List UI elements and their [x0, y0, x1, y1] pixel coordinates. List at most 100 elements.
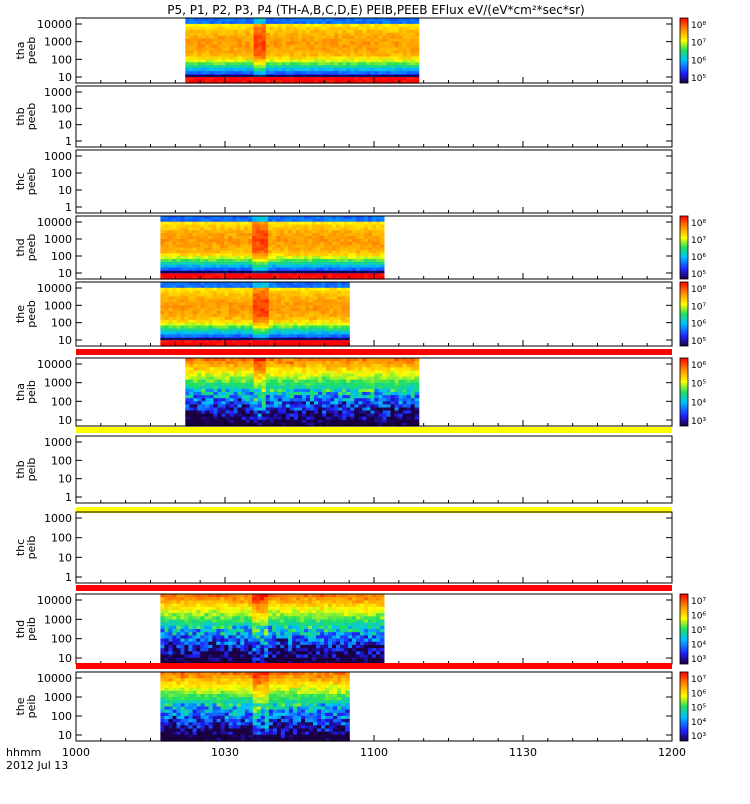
y-tick-label: 1000 — [44, 86, 72, 99]
spectrogram-cell — [329, 297, 334, 301]
y-tick-label: 10 — [58, 267, 72, 280]
colorbar-tick-label: 10⁷ — [691, 302, 706, 312]
spectrogram-cell — [181, 297, 186, 301]
spectrogram-cell — [305, 329, 310, 333]
spectrogram-cell — [325, 297, 330, 301]
y-tick-label: 1000 — [44, 233, 72, 246]
colorbar-tick-label: 10⁵ — [691, 270, 706, 280]
y-tick-label: 10 — [58, 334, 72, 347]
spectrogram-cell — [285, 329, 290, 333]
panel-frame — [76, 150, 672, 213]
y-axis-label: peeb — [25, 168, 38, 196]
spectrogram-cell — [253, 297, 258, 301]
spectrogram-cell — [253, 329, 258, 333]
spectrogram-cell — [209, 329, 214, 333]
y-tick-label: 10 — [58, 71, 72, 84]
spectrogram-cell — [281, 297, 286, 301]
colorbar-tick-label: 10⁵ — [691, 337, 706, 347]
y-tick-label: 1 — [65, 135, 72, 148]
spectrogram-cell — [269, 297, 274, 301]
y-tick-label: 100 — [51, 250, 72, 263]
spectrogram-cell — [289, 329, 294, 333]
spectrogram-cell — [185, 297, 190, 301]
spectrogram-cell — [249, 297, 254, 301]
spectrogram-cell — [181, 329, 186, 333]
spectrogram-cell — [345, 297, 350, 301]
spectrogram-cell — [221, 329, 226, 333]
spectrogram-cell — [169, 329, 174, 333]
spectrogram-cell — [337, 329, 342, 333]
spectrogram-cell — [217, 329, 222, 333]
spectrogram-cell — [261, 297, 266, 301]
spectrogram-cell — [241, 329, 246, 333]
spectrogram-cell — [341, 297, 346, 301]
spectrogram-cell — [305, 297, 310, 301]
spectrogram-cell — [169, 297, 174, 301]
colorbar-tick-label: 10⁵ — [691, 74, 706, 84]
colorbar-tick-label: 10⁸ — [691, 21, 706, 31]
spectrogram-cell — [313, 329, 318, 333]
spectrogram-cell — [213, 329, 218, 333]
spectrogram-cell — [261, 329, 266, 333]
y-tick-label: 100 — [51, 53, 72, 66]
colorbar — [680, 18, 688, 83]
spectrogram-cell — [221, 297, 226, 301]
spectrogram-cell — [301, 297, 306, 301]
colorbar-tick-label: 10⁷ — [691, 236, 706, 246]
spectrogram-cell — [177, 329, 182, 333]
spectrogram-cell — [189, 329, 194, 333]
spectrogram-cell — [289, 297, 294, 301]
y-axis-label: peeb — [25, 103, 38, 131]
spectrogram-cell — [273, 329, 278, 333]
spectrogram-cell — [309, 297, 314, 301]
spectrogram-cell — [205, 297, 210, 301]
spectrogram-cell — [337, 297, 342, 301]
status-flag-bar — [76, 349, 672, 355]
spectrogram-cell — [325, 329, 330, 333]
spectrogram-cell — [164, 297, 169, 301]
y-tick-label: 10000 — [37, 18, 72, 31]
spectrogram-cell — [333, 297, 338, 301]
y-axis-label: peeb — [25, 37, 38, 65]
spectrogram-cell — [233, 329, 238, 333]
spectrogram-cell — [293, 329, 298, 333]
spectrogram-cell — [281, 329, 286, 333]
y-tick-label: 10000 — [37, 216, 72, 229]
panel-frame — [76, 86, 672, 147]
y-tick-label: 1 — [65, 201, 72, 214]
spectrogram-cell — [241, 297, 246, 301]
spectrogram-cell — [160, 329, 165, 333]
spectrogram-cell — [209, 297, 214, 301]
spectrogram-cell — [160, 297, 165, 301]
spectrogram-cell — [297, 329, 302, 333]
spectrogram-cell — [329, 329, 334, 333]
y-tick-label: 10 — [58, 119, 72, 132]
spectrogram-cell — [173, 329, 178, 333]
spectrogram-cell — [293, 297, 298, 301]
spectrogram-cell — [297, 297, 302, 301]
spectrogram-cell — [233, 297, 238, 301]
spectrogram-cell — [333, 329, 338, 333]
spectrogram-cell — [309, 329, 314, 333]
spectrogram-cell — [197, 297, 202, 301]
spectrogram-cell — [257, 297, 262, 301]
y-tick-label: 100 — [51, 167, 72, 180]
y-tick-label: 10 — [58, 184, 72, 197]
spectrogram-cell — [313, 297, 318, 301]
colorbar-tick-label: 10⁶ — [691, 56, 706, 66]
colorbar-tick-label: 10⁸ — [691, 219, 706, 229]
y-tick-label: 1000 — [44, 150, 72, 163]
spectrogram-cell — [249, 329, 254, 333]
spectrogram-cell — [197, 329, 202, 333]
spectrogram-cell — [185, 329, 190, 333]
colorbar — [680, 282, 688, 346]
spectrogram-cell — [225, 329, 230, 333]
spectrogram-cell — [189, 297, 194, 301]
spectrogram-cell — [245, 297, 250, 301]
spectrogram-cell — [265, 329, 270, 333]
figure-title: P5, P1, P2, P3, P4 (TH-A,B,C,D,E) PEIB,P… — [167, 3, 584, 17]
